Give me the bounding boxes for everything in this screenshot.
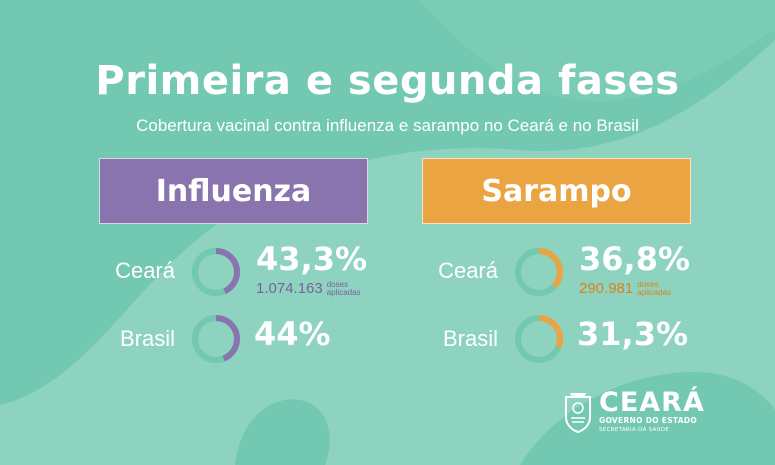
sarampo-brasil-percent: 31,3%	[577, 315, 689, 353]
sarampo-ceara-percent: 36,8%	[579, 240, 691, 278]
influenza-brasil-location: Brasil	[119, 326, 175, 351]
sarampo-brasil-donut	[515, 315, 563, 363]
sarampo-brasil-location: Brasil	[442, 326, 498, 351]
donut-arc	[192, 248, 240, 296]
sarampo-header: Sarampo	[422, 158, 691, 224]
influenza-ceara-doses-value: 1.074.163	[256, 280, 323, 297]
influenza-ceara-percent: 43,3%	[256, 240, 368, 278]
doses-label-line1: doses	[326, 279, 349, 289]
logo-line1: GOVERNO DO ESTADO	[599, 416, 698, 425]
influenza-ceara-doses: 1.074.163 doses aplicadas	[256, 280, 361, 297]
logo-line2: SECRETARIA DA SAÚDE	[599, 427, 670, 433]
doses-label-line2: aplicadas	[637, 287, 672, 297]
influenza-ceara-donut	[192, 248, 240, 296]
logo-name: CEARÁ	[599, 387, 705, 418]
page-subtitle: Cobertura vacinal contra influenza e sar…	[136, 116, 639, 135]
influenza-brasil-percent: 44%	[254, 315, 331, 353]
state-coat-of-arms-icon	[565, 392, 591, 433]
page-title: Primeira e segunda fases	[95, 58, 680, 104]
influenza-ceara-doses-label: doses aplicadas	[326, 279, 361, 297]
influenza-ceara-location: Ceará	[115, 258, 175, 283]
ceara-government-logo: CEARÁ GOVERNO DO ESTADO SECRETARIA DA SA…	[563, 387, 705, 433]
influenza-header: Influenza	[99, 158, 368, 224]
sarampo-ceara-doses: 290.981 doses aplicadas	[579, 280, 671, 297]
sarampo-ceara-location: Ceará	[438, 258, 498, 283]
sarampo-ceara-doses-label: doses aplicadas	[637, 279, 672, 297]
doses-label-line2: aplicadas	[326, 287, 361, 297]
doses-label-line1: doses	[637, 279, 659, 289]
donut-arc	[192, 315, 240, 363]
donut-arc	[515, 315, 563, 363]
donut-arc	[515, 248, 563, 296]
sarampo-ceara-donut	[515, 248, 563, 296]
sarampo-ceara-doses-value: 290.981	[579, 280, 634, 297]
influenza-brasil-donut	[192, 315, 240, 363]
